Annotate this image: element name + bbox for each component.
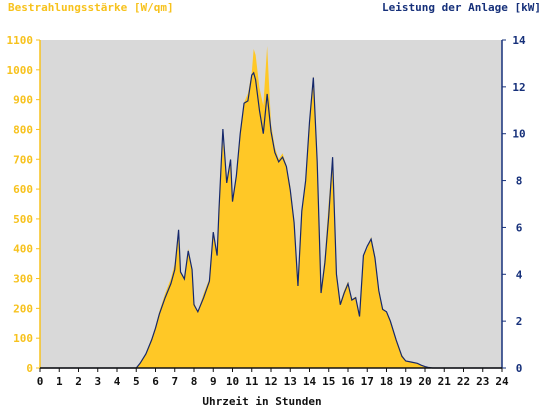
- left-tick-label: 600: [13, 183, 33, 196]
- left-tick: 0: [26, 362, 40, 375]
- right-tick-label: 8: [516, 175, 523, 188]
- right-tick-label: 6: [516, 221, 523, 234]
- left-tick: 1000: [7, 64, 40, 77]
- x-tick-label: 4: [114, 375, 121, 388]
- x-tick: 8: [191, 368, 198, 388]
- right-tick-label: 10: [512, 128, 525, 141]
- x-axis-title: Uhrzeit in Stunden: [202, 395, 321, 408]
- x-axis-ticks: 0 1 2 3 4 5 6 7 8 9 10 11 12 13 14 15 16 17 18 19 20 21 22 23 24: [37, 368, 509, 388]
- x-tick: 16: [341, 368, 355, 388]
- irradiance-area: [136, 45, 433, 369]
- left-tick-label: 400: [13, 243, 33, 256]
- left-tick-label: 300: [13, 273, 33, 286]
- right-axis-title: Leistung der Anlage [kW]: [382, 1, 541, 14]
- x-tick-label: 15: [322, 375, 335, 388]
- left-tick: 200: [13, 302, 40, 315]
- x-tick-label: 20: [418, 375, 431, 388]
- left-tick-label: 1100: [7, 34, 34, 47]
- left-tick-label: 500: [13, 213, 33, 226]
- x-tick: 24: [495, 368, 509, 388]
- left-tick-label: 200: [13, 302, 33, 315]
- x-tick-label: 17: [361, 375, 374, 388]
- right-tick: 10: [502, 128, 526, 141]
- x-tick-label: 2: [75, 375, 82, 388]
- left-tick-label: 1000: [7, 64, 34, 77]
- x-tick-label: 8: [191, 375, 198, 388]
- x-tick-label: 22: [457, 375, 470, 388]
- x-tick: 21: [438, 368, 452, 388]
- right-tick-label: 14: [512, 34, 526, 47]
- x-tick: 18: [380, 368, 393, 388]
- x-tick: 1: [56, 368, 63, 388]
- x-tick-label: 21: [438, 375, 452, 388]
- x-tick-label: 6: [152, 375, 159, 388]
- x-tick: 4: [114, 368, 121, 388]
- x-tick: 15: [322, 368, 335, 388]
- x-tick: 10: [226, 368, 239, 388]
- x-tick: 20: [418, 368, 432, 388]
- left-tick-label: 0: [26, 362, 33, 375]
- left-tick-label: 800: [13, 123, 33, 136]
- power-line: [40, 71, 502, 369]
- left-tick: 700: [13, 153, 40, 166]
- x-tick-label: 1: [56, 375, 63, 388]
- x-tick: 11: [245, 368, 259, 388]
- left-tick: 900: [13, 94, 40, 107]
- x-tick: 9: [210, 368, 217, 388]
- x-tick: 0: [37, 368, 44, 388]
- x-tick: 19: [399, 368, 412, 388]
- x-tick: 2: [75, 368, 82, 388]
- x-tick: 12: [264, 368, 278, 388]
- x-tick: 6: [152, 368, 159, 388]
- x-tick-label: 0: [37, 375, 44, 388]
- left-tick: 400: [13, 243, 40, 256]
- right-tick: 6: [502, 221, 523, 234]
- x-tick: 13: [284, 368, 297, 388]
- x-tick-label: 3: [94, 375, 101, 388]
- x-tick-label: 24: [495, 375, 509, 388]
- x-tick: 3: [94, 368, 101, 388]
- left-tick-label: 100: [13, 332, 33, 345]
- left-axis-ticks: 0 100 200 300 400 500 600 700 800 900 1000 1100: [7, 34, 40, 375]
- x-tick-label: 16: [341, 375, 355, 388]
- x-tick-label: 10: [226, 375, 239, 388]
- x-tick: 17: [361, 368, 374, 388]
- x-tick-label: 19: [399, 375, 412, 388]
- right-tick: 2: [502, 315, 522, 328]
- left-tick: 1100: [7, 34, 40, 47]
- left-tick: 800: [13, 123, 40, 136]
- x-tick-label: 12: [264, 375, 277, 388]
- left-tick: 600: [13, 183, 40, 196]
- x-tick-label: 13: [284, 375, 297, 388]
- left-tick: 500: [13, 213, 40, 226]
- right-tick: 4: [502, 268, 523, 281]
- x-tick-label: 23: [476, 375, 489, 388]
- left-tick: 100: [13, 332, 40, 345]
- x-tick-label: 14: [303, 375, 317, 388]
- right-tick-label: 12: [512, 81, 525, 94]
- x-tick-label: 5: [133, 375, 140, 388]
- left-axis-title: Bestrahlungsstärke [W/qm]: [8, 1, 174, 14]
- right-tick: 12: [502, 81, 526, 94]
- x-tick-label: 18: [380, 375, 393, 388]
- left-tick-label: 700: [13, 153, 33, 166]
- left-tick: 300: [13, 273, 40, 286]
- x-tick-label: 11: [245, 375, 259, 388]
- right-tick: 8: [502, 175, 522, 188]
- right-axis-ticks: 0 2 4 6 8 10 12 14: [502, 34, 526, 375]
- left-tick-label: 900: [13, 94, 33, 107]
- x-tick: 5: [133, 368, 140, 388]
- right-tick: 0: [502, 362, 522, 375]
- x-tick: 22: [457, 368, 470, 388]
- x-tick: 23: [476, 368, 489, 388]
- right-tick-label: 4: [516, 268, 523, 281]
- x-tick-label: 9: [210, 375, 217, 388]
- right-tick-label: 0: [516, 362, 523, 375]
- right-tick: 14: [502, 34, 526, 47]
- x-tick-label: 7: [171, 375, 178, 388]
- x-tick: 7: [171, 368, 178, 388]
- right-tick-label: 2: [516, 315, 523, 328]
- x-tick: 14: [303, 368, 317, 388]
